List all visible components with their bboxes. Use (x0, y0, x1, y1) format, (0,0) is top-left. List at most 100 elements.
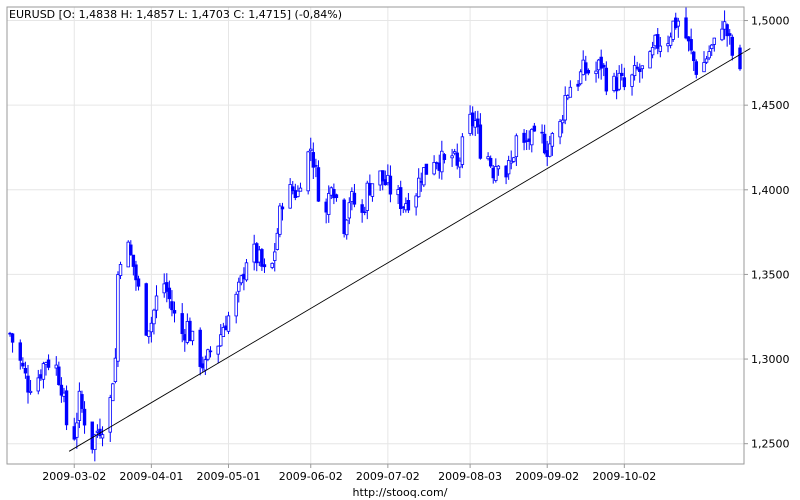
x-tick-label: 2009-06-02 (279, 470, 343, 483)
candle (602, 63, 606, 77)
chart-header-quote: EURUSD [O: 1,4838 H: 1,4857 L: 1,4703 C:… (9, 8, 342, 21)
candle (584, 55, 588, 81)
y-tick-label: 1,2500 (751, 438, 790, 451)
candle (658, 36, 663, 58)
candle (360, 199, 364, 223)
x-axis: 2009-03-02 2009-04-01 2009-05-01 2009-06-02… (42, 464, 656, 483)
candle (530, 128, 534, 153)
candle (486, 152, 490, 161)
candle (648, 50, 652, 69)
candle (599, 49, 603, 80)
candle (548, 135, 552, 158)
candle (118, 261, 123, 280)
candle (165, 273, 169, 303)
candle (327, 185, 331, 223)
candle (147, 330, 151, 344)
candle (496, 165, 501, 176)
candle (650, 41, 655, 59)
candle (560, 115, 565, 134)
candle (414, 193, 418, 216)
candle (291, 181, 295, 195)
candle (219, 324, 223, 348)
x-tick-label: 2009-10-02 (592, 470, 656, 483)
candle (82, 401, 87, 434)
candle (522, 129, 526, 151)
candle (203, 355, 208, 376)
candle (311, 142, 316, 180)
candle (75, 412, 79, 449)
candle (275, 228, 280, 251)
candle (540, 124, 544, 144)
candle (738, 44, 742, 71)
candle (604, 61, 609, 96)
candle (260, 248, 264, 271)
plot-frame (6, 6, 745, 465)
candle (630, 73, 634, 96)
candle (100, 426, 105, 447)
x-tick-label: 2009-04-01 (119, 470, 183, 483)
candle (476, 110, 480, 134)
chart-gridlines (7, 7, 744, 464)
candle (488, 155, 493, 168)
candle (363, 206, 367, 216)
candle (640, 65, 645, 79)
candle (635, 61, 639, 71)
candle (676, 17, 681, 38)
candle (314, 158, 318, 178)
candle (725, 23, 729, 47)
candle (18, 339, 22, 370)
candle (578, 69, 583, 86)
candle (440, 140, 444, 180)
candle (180, 303, 184, 343)
candle (144, 282, 148, 337)
candle (656, 28, 660, 55)
candlestick-series (8, 7, 742, 462)
candle (347, 197, 351, 225)
candle (152, 308, 156, 335)
candle (332, 183, 336, 205)
candle (728, 29, 732, 45)
y-tick-label: 1,5000 (751, 15, 790, 28)
candle (59, 377, 64, 403)
trendline (68, 48, 751, 452)
candle (689, 28, 693, 55)
candle (704, 55, 709, 65)
candle (478, 113, 483, 160)
candle (131, 254, 136, 276)
candle (432, 155, 436, 176)
candle (442, 152, 447, 164)
candle (342, 198, 346, 238)
source-url: http://stooq.com/ (353, 486, 448, 499)
candle (450, 148, 454, 167)
y-tick-label: 1,4500 (751, 99, 790, 112)
candle (509, 150, 513, 170)
candle (550, 131, 555, 156)
x-tick-label: 2009-09-02 (515, 470, 579, 483)
candle (172, 301, 177, 323)
candle (111, 382, 115, 402)
candle (116, 271, 120, 367)
candle (278, 203, 282, 238)
x-tick-label: 2009-03-02 (42, 470, 106, 483)
candle (36, 369, 40, 395)
candle (365, 180, 369, 220)
candle (273, 243, 277, 272)
candle (306, 150, 310, 195)
candle (620, 63, 624, 81)
candle (406, 193, 411, 213)
candle (388, 165, 393, 203)
candle (262, 258, 267, 273)
candle (514, 133, 519, 166)
candle (170, 290, 174, 317)
candle (558, 119, 562, 145)
candle (280, 202, 285, 221)
candle (506, 155, 511, 180)
candle (57, 361, 61, 386)
candle (381, 170, 385, 191)
candle (671, 20, 675, 42)
candle (41, 361, 46, 389)
candle (244, 259, 249, 282)
candle (167, 280, 172, 309)
candle (28, 379, 33, 395)
candle (136, 275, 141, 291)
